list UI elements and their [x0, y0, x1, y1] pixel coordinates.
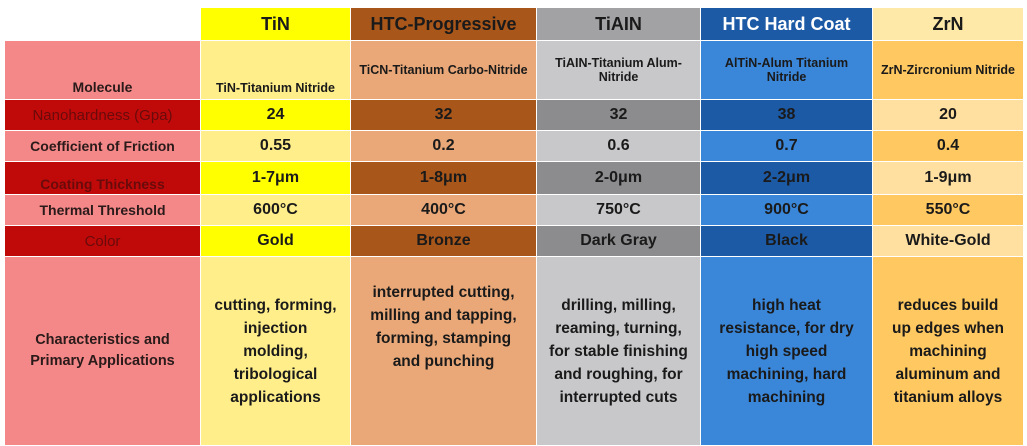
- col-header-zrn: ZrN: [872, 7, 1024, 41]
- applications-line: drilling, milling,: [561, 296, 676, 314]
- row-label-friction: Coefficient of Friction: [4, 130, 201, 162]
- applications-line: titanium alloys: [893, 388, 1003, 406]
- applications-line: resistance, for dry: [719, 319, 854, 337]
- row-label-nanohardness: Nanohardness (Gpa): [4, 99, 201, 131]
- thermal-cell: 400°C: [350, 194, 537, 226]
- col-header-tin: TiN: [200, 7, 351, 41]
- applications-line: up edges when: [892, 319, 1004, 337]
- molecule-cell: TiAIN-Titanium Alum-Nitride: [536, 40, 701, 100]
- molecule-cell: TiCN-Titanium Carbo-Nitride: [350, 40, 537, 100]
- applications-line: reduces build: [897, 296, 999, 314]
- color-cell: White-Gold: [872, 225, 1024, 257]
- applications-line: high heat: [752, 296, 821, 314]
- col-header-htc-progressive: HTC-Progressive: [350, 7, 537, 41]
- nanohardness-row: Nanohardness (Gpa) 24 32 32 38 20: [4, 99, 1024, 131]
- thermal-cell: 550°C: [872, 194, 1024, 226]
- applications-line: for stable finishing: [549, 342, 688, 360]
- row-label-thickness: Coating Thickness: [4, 161, 201, 195]
- row-label-thermal: Thermal Threshold: [4, 194, 201, 226]
- header-row: TiN HTC-Progressive TiAIN HTC Hard Coat …: [4, 7, 1024, 41]
- applications-line: interrupted cutting,: [372, 284, 515, 301]
- applications-cell: interrupted cutting, milling and tapping…: [350, 256, 537, 446]
- molecule-cell: ZrN-Zircronium Nitride: [872, 40, 1024, 100]
- applications-line: cutting, forming,: [214, 296, 337, 314]
- applications-line: interrupted cuts: [559, 388, 678, 406]
- color-row: Color Gold Bronze Dark Gray Black White-…: [4, 225, 1024, 257]
- applications-cell: reduces build up edges when machining al…: [872, 256, 1024, 446]
- applications-line: reaming, turning,: [555, 319, 682, 337]
- applications-line: aluminum and: [895, 365, 1001, 383]
- friction-cell: 0.4: [872, 130, 1024, 162]
- row-label-applications: Characteristics and Primary Applications: [4, 256, 201, 446]
- applications-line: applications: [230, 388, 321, 406]
- nanohardness-cell: 24: [200, 99, 351, 131]
- friction-cell: 0.2: [350, 130, 537, 162]
- molecule-cell: AlTiN-Alum Titanium Nitride: [700, 40, 873, 100]
- row-label-molecule: Molecule: [4, 40, 201, 100]
- corner-cell: [4, 7, 201, 41]
- applications-cell: drilling, milling, reaming, turning, for…: [536, 256, 701, 446]
- friction-cell: 0.7: [700, 130, 873, 162]
- color-cell: Gold: [200, 225, 351, 257]
- friction-cell: 0.6: [536, 130, 701, 162]
- thermal-cell: 600°C: [200, 194, 351, 226]
- thermal-cell: 750°C: [536, 194, 701, 226]
- applications-line: machining: [909, 342, 987, 360]
- applications-line: high speed: [745, 342, 828, 360]
- applications-line: tribological: [233, 365, 318, 383]
- applications-line: and punching: [392, 353, 495, 370]
- thickness-cell: 1-7μm: [200, 161, 351, 195]
- molecule-row: Molecule TiN-Titanium Nitride TiCN-Titan…: [4, 40, 1024, 100]
- applications-line: machining, hard: [726, 365, 847, 383]
- applications-cell: cutting, forming, injection molding, tri…: [200, 256, 351, 446]
- applications-row: Characteristics and Primary Applications…: [4, 256, 1024, 446]
- friction-cell: 0.55: [200, 130, 351, 162]
- nanohardness-cell: 20: [872, 99, 1024, 131]
- row-label-applications-line: Primary Applications: [30, 353, 175, 369]
- nanohardness-cell: 32: [536, 99, 701, 131]
- row-label-color: Color: [4, 225, 201, 257]
- coating-comparison-table: TiN HTC-Progressive TiAIN HTC Hard Coat …: [4, 7, 1024, 446]
- row-label-applications-line: Characteristics and: [35, 332, 170, 348]
- applications-line: injection: [243, 319, 308, 337]
- thermal-row: Thermal Threshold 600°C 400°C 750°C 900°…: [4, 194, 1024, 226]
- thickness-cell: 2-0μm: [536, 161, 701, 195]
- col-header-htc-hard-coat: HTC Hard Coat: [700, 7, 873, 41]
- color-cell: Dark Gray: [536, 225, 701, 257]
- molecule-cell: TiN-Titanium Nitride: [200, 40, 351, 100]
- applications-cell: high heat resistance, for dry high speed…: [700, 256, 873, 446]
- friction-row: Coefficient of Friction 0.55 0.2 0.6 0.7…: [4, 130, 1024, 162]
- col-header-tiain: TiAIN: [536, 7, 701, 41]
- thickness-cell: 1-9μm: [872, 161, 1024, 195]
- applications-line: molding,: [243, 342, 308, 360]
- applications-line: forming, stamping: [375, 330, 512, 347]
- thickness-cell: 1-8μm: [350, 161, 537, 195]
- applications-line: milling and tapping,: [370, 307, 517, 324]
- applications-line: and roughing, for: [554, 365, 683, 383]
- thickness-row: Coating Thickness 1-7μm 1-8μm 2-0μm 2-2μ…: [4, 161, 1024, 195]
- color-cell: Bronze: [350, 225, 537, 257]
- thermal-cell: 900°C: [700, 194, 873, 226]
- color-cell: Black: [700, 225, 873, 257]
- nanohardness-cell: 32: [350, 99, 537, 131]
- nanohardness-cell: 38: [700, 99, 873, 131]
- thickness-cell: 2-2μm: [700, 161, 873, 195]
- applications-line: machining: [747, 388, 826, 406]
